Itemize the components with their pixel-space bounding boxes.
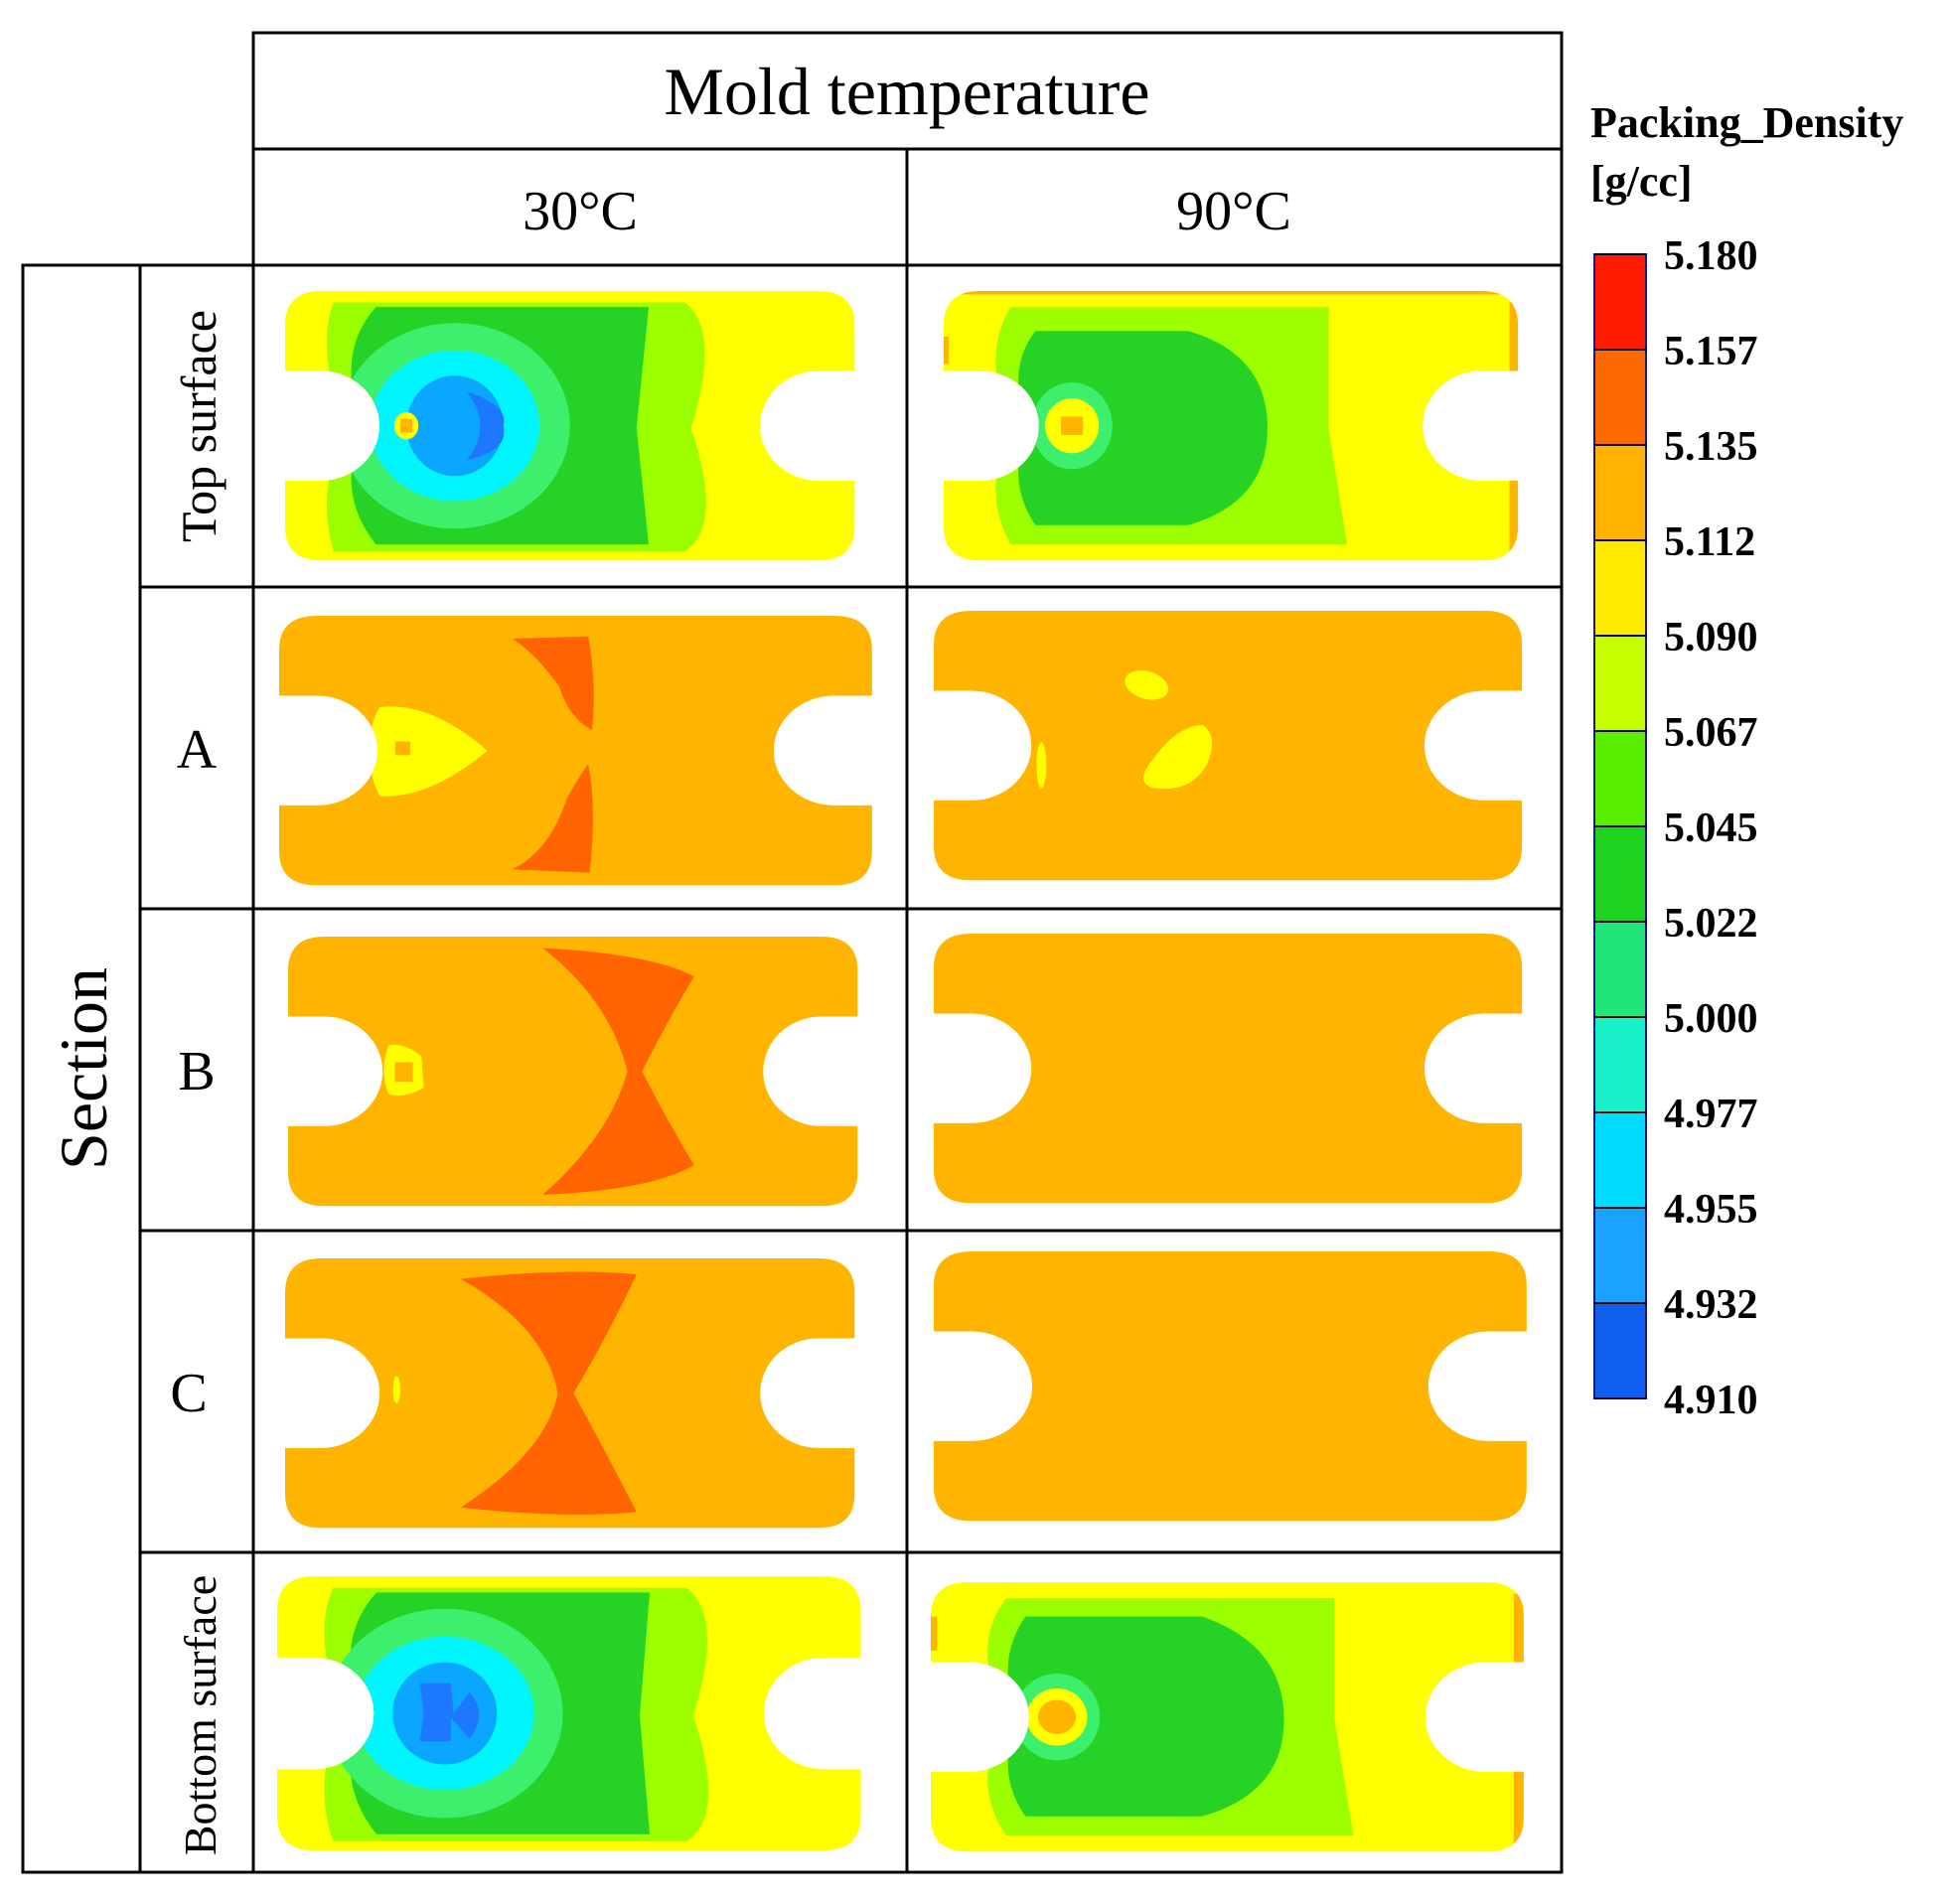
colorbar-segment — [1594, 350, 1646, 445]
colorbar-segment — [1594, 1208, 1646, 1303]
colorbar-tick-label: 5.090 — [1664, 615, 1758, 660]
column-header-90c: 90°C — [1176, 181, 1291, 242]
row-label-a: A — [177, 719, 218, 781]
colorbar-segment — [1594, 1303, 1646, 1398]
contour-plate-bottom-90c — [931, 1582, 1524, 1852]
contour-plate-top-90c — [944, 291, 1519, 561]
section-label: Section — [46, 967, 121, 1170]
colorbar-segment — [1594, 254, 1646, 350]
colorbar-tick-label: 5.112 — [1664, 519, 1755, 565]
contour-plate-bottom-30c — [277, 1576, 861, 1851]
colorbar-segment — [1594, 1112, 1646, 1208]
row-label-bottom-surface: Bottom surface — [175, 1575, 225, 1855]
colorbar-tick-label: 4.955 — [1664, 1187, 1758, 1233]
column-header-30c: 30°C — [523, 181, 638, 242]
colorbar-segment — [1594, 636, 1646, 731]
colorbar-tick-label: 5.045 — [1664, 806, 1758, 851]
colorbar-title: Packing_Density — [1590, 98, 1903, 147]
contour-plate-c-30c — [285, 1258, 855, 1529]
header-title: Mold temperature — [664, 54, 1149, 129]
colorbar-tick-label: 4.977 — [1664, 1092, 1758, 1137]
contour-plate-c-90c — [934, 1251, 1527, 1522]
colorbar-tick-label: 5.000 — [1664, 996, 1758, 1042]
contour-plate-top-30c — [285, 291, 855, 561]
colorbar-tick-label: 4.910 — [1664, 1378, 1758, 1423]
colorbar-tick-label: 5.067 — [1664, 710, 1758, 756]
row-label-b: B — [178, 1041, 215, 1102]
colorbar-segment — [1594, 445, 1646, 540]
colorbar-tick-label: 4.932 — [1664, 1282, 1758, 1328]
row-label-top-surface: Top surface — [171, 310, 226, 542]
contour-plate-a-90c — [934, 611, 1523, 881]
colorbar-segment — [1594, 1017, 1646, 1112]
colorbar-unit: [g/cc] — [1590, 157, 1693, 206]
contour-plate-a-30c — [279, 616, 872, 886]
colorbar-tick-label: 5.135 — [1664, 424, 1758, 470]
contour-plate-b-30c — [288, 937, 858, 1207]
colorbar-tick-label: 5.180 — [1664, 233, 1758, 279]
colorbar-segment — [1594, 826, 1646, 922]
contour-plate-b-90c — [934, 934, 1523, 1204]
colorbar-segment — [1594, 922, 1646, 1017]
row-label-c: C — [170, 1363, 207, 1424]
colorbar-tick-label: 5.022 — [1664, 901, 1758, 947]
colorbar-segment — [1594, 731, 1646, 826]
colorbar-segment — [1594, 540, 1646, 636]
table-grid — [21, 31, 1564, 1874]
colorbar: 5.180 5.157 5.135 5.112 5.090 5.067 5.045 5.022… — [1593, 233, 1758, 1423]
colorbar-tick-label: 5.157 — [1664, 329, 1758, 374]
